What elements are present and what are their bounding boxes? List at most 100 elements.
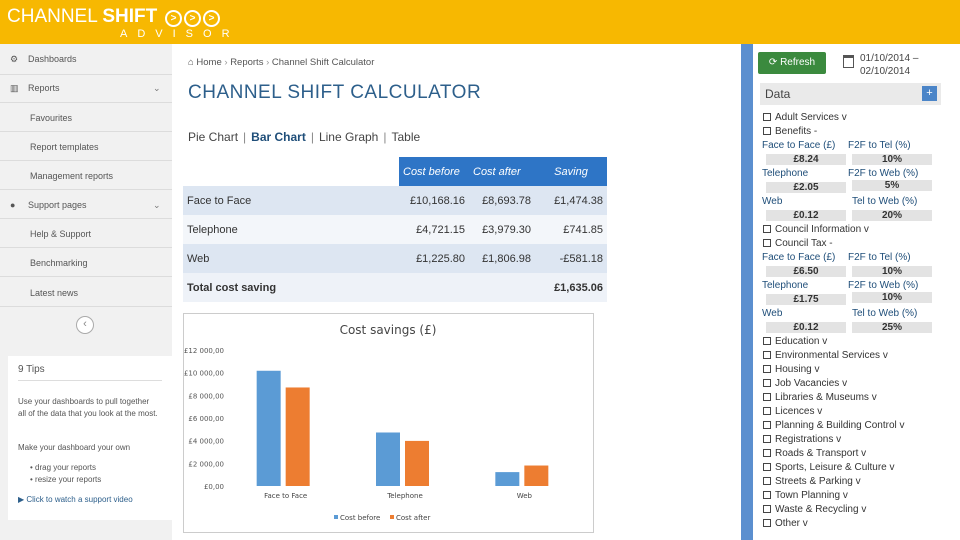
checkbox-icon[interactable] [763, 505, 771, 513]
bar [405, 440, 429, 486]
service-label: Waste & Recycling v [775, 504, 867, 515]
checkbox-icon[interactable] [763, 351, 771, 359]
collapse-sidebar-button[interactable]: ‹ [76, 316, 94, 334]
service-checkbox[interactable]: Libraries & Museums v [763, 392, 877, 403]
checkbox-icon[interactable] [763, 379, 771, 387]
tab-line-graph[interactable]: Line Graph [318, 130, 379, 144]
dashboard-icon: ⚙ [10, 54, 19, 64]
calendar-icon[interactable] [843, 55, 854, 68]
sidebar-item-report-templates[interactable]: Report templates [30, 142, 99, 152]
checkbox-icon[interactable] [763, 225, 771, 233]
service-label: Registrations v [775, 434, 842, 445]
breadcrumb-home[interactable]: Home [196, 57, 222, 68]
service-checkbox[interactable]: Environmental Services v [763, 350, 888, 361]
service-checkbox[interactable]: Education v [763, 336, 827, 347]
checkbox-icon[interactable] [763, 365, 771, 373]
checkbox-icon[interactable] [763, 393, 771, 401]
f2f-tel-value[interactable]: 10% [852, 154, 932, 165]
service-checkbox[interactable]: Job Vacancies v [763, 378, 847, 389]
sidebar-item-help-support[interactable]: Help & Support [30, 229, 92, 239]
service-checkbox[interactable]: Licences v [763, 406, 822, 417]
tel-web-value[interactable]: 25% [852, 322, 932, 333]
checkbox-icon[interactable] [763, 407, 771, 415]
tel-web-label: Tel to Web (%) [852, 196, 918, 207]
web-value[interactable]: £0.12 [766, 210, 846, 221]
table-row: Telephone £4,721.15 £3,979.30 £741.85 [183, 215, 607, 244]
checkbox-icon[interactable] [763, 491, 771, 499]
page-title: CHANNEL SHIFT CALCULATOR [188, 82, 482, 103]
service-label: Libraries & Museums v [775, 392, 877, 403]
service-checkbox[interactable]: Registrations v [763, 434, 841, 445]
service-checkbox[interactable]: Planning & Building Control v [763, 420, 905, 431]
add-data-button[interactable]: + [922, 86, 937, 101]
service-checkbox[interactable]: Adult Services v [763, 112, 847, 123]
row-channel: Telephone [183, 215, 399, 244]
f2f-web-value[interactable]: 10% [852, 292, 932, 303]
cell-saving: £1,474.38 [535, 186, 607, 215]
tel-value[interactable]: £1.75 [766, 294, 846, 305]
divider [0, 276, 172, 277]
support-video-link[interactable]: ▶ Click to watch a support video [18, 495, 133, 504]
checkbox-icon[interactable] [763, 435, 771, 443]
service-checkbox[interactable]: Council Tax - [763, 238, 833, 249]
tips-title: 9 Tips [18, 364, 45, 375]
service-checkbox[interactable]: Waste & Recycling v [763, 504, 866, 515]
service-checkbox[interactable]: Other v [763, 518, 808, 529]
service-checkbox[interactable]: Sports, Leisure & Culture v [763, 462, 895, 473]
checkbox-icon[interactable] [763, 239, 771, 247]
f2f-tel-value[interactable]: 10% [852, 266, 932, 277]
tel-web-value[interactable]: 20% [852, 210, 932, 221]
tel-value[interactable]: £2.05 [766, 182, 846, 193]
tab-bar-chart[interactable]: Bar Chart [251, 130, 306, 144]
breadcrumb-reports[interactable]: Reports [230, 57, 264, 68]
col-saving: Saving [535, 157, 607, 186]
tel-label: Telephone [762, 168, 809, 179]
sidebar-item-management-reports[interactable]: Management reports [30, 171, 114, 181]
panel-scrollbar[interactable] [741, 44, 753, 540]
tab-table[interactable]: Table [391, 130, 421, 144]
date-range[interactable]: 01/10/2014 –02/10/2014 [860, 53, 919, 77]
x-tick-label: Web [517, 492, 533, 500]
home-icon: ⌂ [188, 57, 194, 68]
service-checkbox[interactable]: Town Planning v [763, 490, 848, 501]
service-label: Adult Services v [775, 112, 847, 123]
sidebar-item-favourites[interactable]: Favourites [30, 113, 73, 123]
sidebar-item-dashboards[interactable]: ⚙ Dashboards [10, 54, 77, 64]
tel-label: Telephone [762, 280, 809, 291]
legend-swatch [334, 515, 338, 519]
sidebar-item-benchmarking[interactable]: Benchmarking [30, 258, 88, 268]
checkbox-icon[interactable] [763, 519, 771, 527]
logo[interactable]: CHANNEL SHIFT [7, 6, 158, 27]
tab-pie-chart[interactable]: Pie Chart [188, 130, 239, 144]
checkbox-icon[interactable] [763, 337, 771, 345]
checkbox-icon[interactable] [763, 449, 771, 457]
sidebar-item-reports[interactable]: ▥ Reports ⌄ [10, 83, 161, 93]
y-tick-label: £4 000,00 [188, 438, 224, 446]
checkbox-icon[interactable] [763, 113, 771, 121]
checkbox-icon[interactable] [763, 463, 771, 471]
checkbox-icon[interactable] [763, 127, 771, 135]
f2f-web-label: F2F to Web (%) [848, 168, 919, 179]
f2f-web-label: F2F to Web (%) [848, 280, 919, 291]
service-checkbox[interactable]: Council Information v [763, 224, 869, 235]
service-checkbox[interactable]: Roads & Transport v [763, 448, 866, 459]
f2f-value[interactable]: £8.24 [766, 154, 846, 165]
divider [18, 380, 162, 381]
service-checkbox[interactable]: Streets & Parking v [763, 476, 861, 487]
table-row: Face to Face £10,168.16 £8,693.78 £1,474… [183, 186, 607, 215]
bar [495, 472, 520, 486]
service-checkbox[interactable]: Benefits - [763, 126, 817, 137]
f2f-web-value[interactable]: 5% [852, 180, 932, 191]
web-value[interactable]: £0.12 [766, 322, 846, 333]
service-checkbox[interactable]: Housing v [763, 364, 819, 375]
f2f-value[interactable]: £6.50 [766, 266, 846, 277]
sidebar-item-latest-news[interactable]: Latest news [30, 288, 79, 298]
tips-panel: 9 Tips Use your dashboards to pull toget… [8, 356, 172, 520]
sidebar-item-support-pages[interactable]: ● Support pages ⌄ [10, 200, 161, 210]
f2f-tel-label: F2F to Tel (%) [848, 252, 911, 263]
refresh-button[interactable]: ⟳ Refresh [758, 52, 826, 74]
data-panel-title: Data [765, 87, 791, 101]
checkbox-icon[interactable] [763, 477, 771, 485]
checkbox-icon[interactable] [763, 421, 771, 429]
service-label: Environmental Services v [775, 350, 888, 361]
